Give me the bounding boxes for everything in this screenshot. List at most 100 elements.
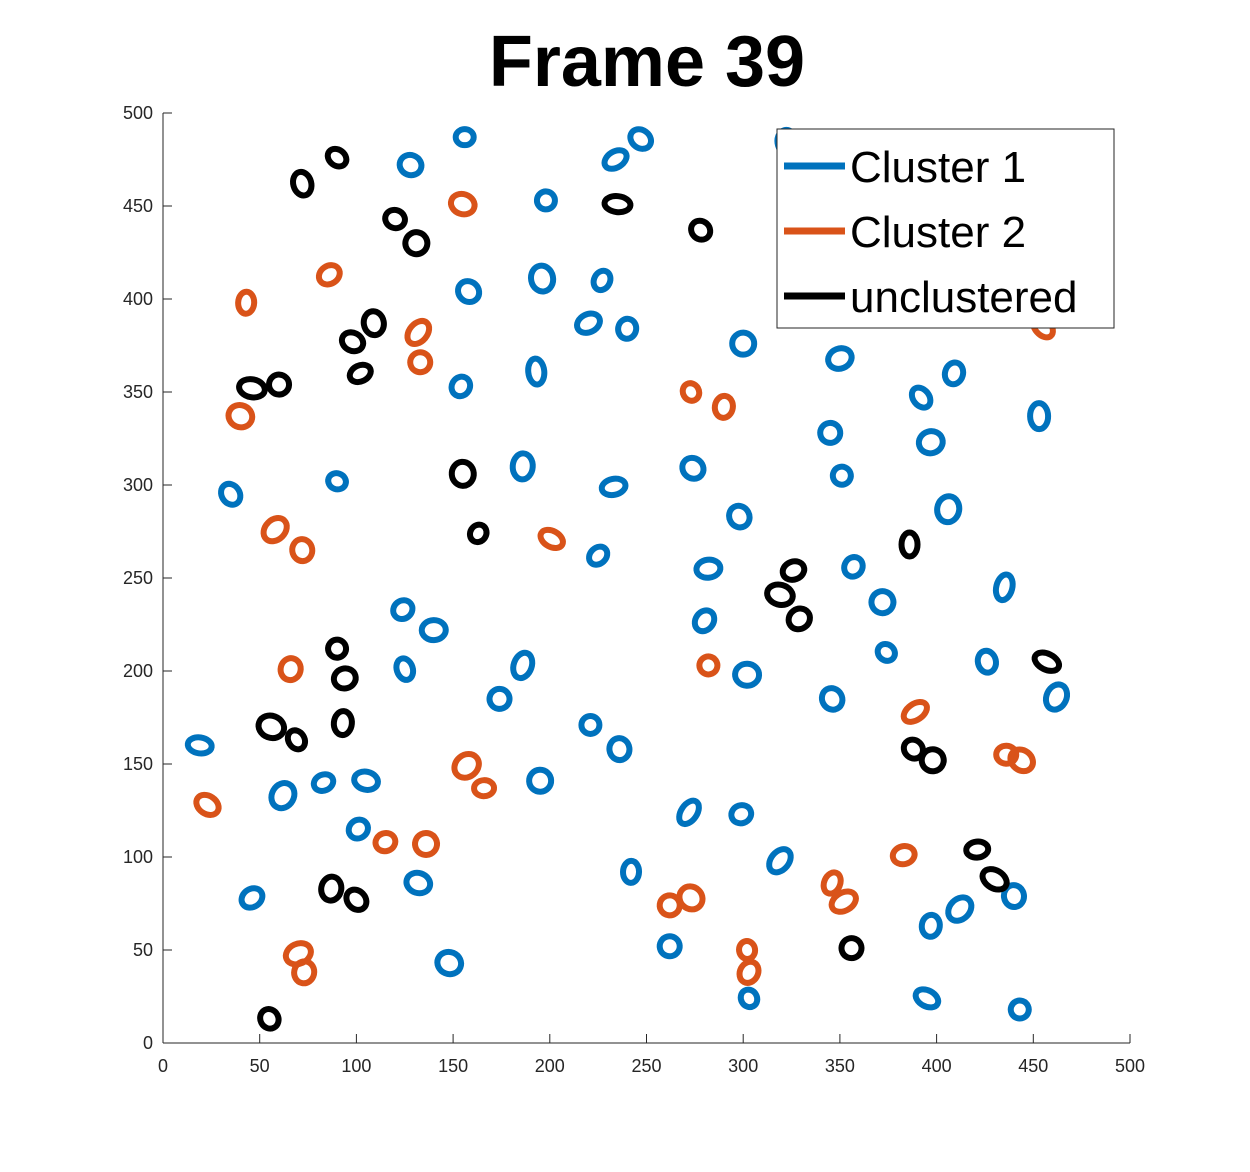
- contour-mark: [1031, 649, 1063, 674]
- contour-mark: [779, 558, 808, 583]
- contour-mark: [310, 771, 337, 794]
- contour-mark: [351, 768, 381, 793]
- contour-mark: [679, 454, 707, 482]
- contour-mark: [184, 734, 215, 757]
- contour-mark: [598, 475, 629, 499]
- contour-mark: [537, 526, 566, 552]
- contour-mark: [455, 278, 483, 306]
- contour-mark: [452, 126, 477, 149]
- contour-mark: [736, 958, 762, 986]
- contour-mark: [627, 126, 655, 152]
- contour-mark: [318, 873, 345, 904]
- contour-mark: [260, 515, 290, 545]
- contour-mark: [471, 777, 498, 800]
- x-tick-label: 300: [728, 1056, 758, 1076]
- contour-mark: [360, 308, 387, 339]
- contour-mark: [620, 857, 643, 886]
- contour-mark: [325, 636, 350, 661]
- contour-mark: [404, 317, 433, 347]
- contour-mark: [900, 698, 930, 725]
- legend-label: Cluster 2: [850, 208, 1026, 257]
- contour-mark: [732, 660, 763, 689]
- contour-mark: [993, 742, 1020, 767]
- legend-label: Cluster 1: [850, 143, 1026, 192]
- contour-mark: [277, 655, 304, 684]
- x-tick-label: 100: [341, 1056, 371, 1076]
- contour-mark: [915, 428, 946, 457]
- contour-mark: [912, 986, 942, 1011]
- contour-mark: [841, 554, 866, 580]
- x-tick-label: 50: [250, 1056, 270, 1076]
- contour-mark: [236, 376, 268, 401]
- contour-mark: [402, 229, 431, 258]
- contour-mark: [193, 791, 222, 818]
- contour-mark: [601, 193, 634, 216]
- contour-mark: [330, 708, 355, 739]
- contour-mark: [729, 329, 758, 358]
- contour-mark: [1007, 997, 1032, 1022]
- y-tick-label: 250: [123, 568, 153, 588]
- y-tick-label: 400: [123, 289, 153, 309]
- contour-mark: [726, 502, 753, 531]
- contour-mark: [696, 653, 721, 678]
- x-tick-label: 0: [158, 1056, 168, 1076]
- contour-mark: [934, 493, 963, 526]
- contour-mark: [691, 607, 718, 635]
- x-tick-label: 200: [535, 1056, 565, 1076]
- series-3: [236, 145, 1063, 1032]
- contour-mark: [825, 345, 855, 372]
- legend: Cluster 1 Cluster 2 unclustered: [776, 128, 1115, 329]
- contour-mark: [324, 145, 350, 170]
- contour-mark: [908, 384, 934, 411]
- contour-mark: [868, 588, 897, 617]
- y-tick-label: 450: [123, 196, 153, 216]
- contour-mark: [656, 892, 683, 919]
- x-tick-label: 500: [1115, 1056, 1145, 1076]
- contour-mark: [390, 597, 416, 623]
- contour-mark: [315, 262, 343, 288]
- contour-mark: [676, 883, 706, 913]
- contour-mark: [412, 829, 441, 858]
- contour-mark: [510, 649, 536, 682]
- y-tick-label: 500: [123, 103, 153, 123]
- y-tick-label: 50: [133, 940, 153, 960]
- contour-mark: [578, 712, 603, 737]
- plot-area: [184, 126, 1071, 1032]
- contour-mark: [448, 373, 474, 400]
- contour-mark: [407, 349, 434, 376]
- contour-mark: [447, 190, 478, 218]
- contour-mark: [963, 838, 992, 861]
- contour-mark: [1042, 681, 1071, 713]
- contour-mark: [533, 188, 558, 213]
- series-2: [193, 190, 1056, 987]
- contour-mark: [325, 470, 349, 493]
- x-tick-label: 350: [825, 1056, 855, 1076]
- contour-mark: [590, 267, 614, 294]
- contour-mark: [838, 935, 865, 962]
- contour-mark: [918, 911, 943, 940]
- x-tick-label: 400: [922, 1056, 952, 1076]
- contour-mark: [225, 402, 256, 431]
- contour-mark: [656, 933, 683, 960]
- contour-mark: [941, 359, 967, 388]
- contour-mark: [874, 640, 898, 664]
- contour-mark: [382, 206, 408, 232]
- contour-mark: [574, 310, 603, 336]
- contour-mark: [1007, 746, 1036, 775]
- contour-mark: [737, 986, 761, 1011]
- contour-mark: [526, 766, 555, 795]
- contour-mark: [728, 802, 755, 827]
- y-tick-label: 200: [123, 661, 153, 681]
- contour-mark: [418, 617, 449, 644]
- contour-mark: [268, 780, 298, 812]
- contour-mark: [289, 536, 316, 565]
- contour-mark: [979, 866, 1010, 893]
- contour-mark: [693, 556, 724, 581]
- contour-mark: [764, 581, 796, 608]
- contour-mark: [372, 830, 399, 855]
- contour-mark: [290, 168, 315, 199]
- contour-mark: [525, 355, 548, 388]
- contour-mark: [736, 938, 759, 962]
- y-tick-label: 350: [123, 382, 153, 402]
